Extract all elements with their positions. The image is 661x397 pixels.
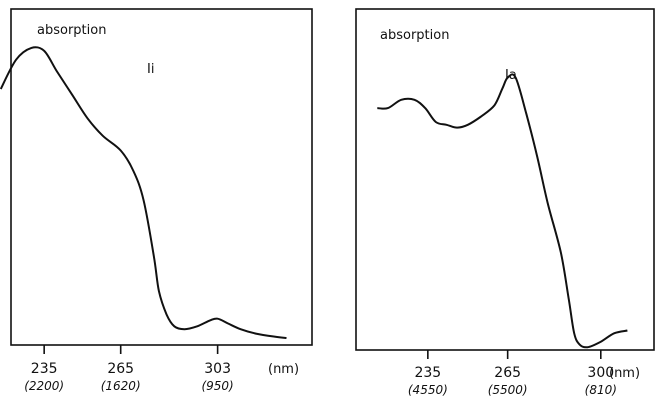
plot-frame-ii xyxy=(10,8,313,346)
x-tick-label-ia-2: 300 xyxy=(587,365,614,381)
x-sublabel-ia-1: (5500) xyxy=(488,383,528,397)
compound-label-ii: Ii xyxy=(147,62,154,77)
x-sublabel-ii-2: (950) xyxy=(201,379,233,393)
x-sublabel-ii-0: (2200) xyxy=(24,379,64,393)
spectrum-line-ia xyxy=(377,73,628,349)
x-tick-label-ii-1: 265 xyxy=(107,361,134,377)
x-axis-ticks-ia: 235 (4550) 265 (5500) 300 (810) xyxy=(408,350,617,397)
x-tick-label-ii-2: 303 xyxy=(204,361,231,377)
x-sublabel-ii-1: (1620) xyxy=(101,379,141,393)
x-sublabel-ia-0: (4550) xyxy=(408,383,448,397)
unit-label-ii: (nm) xyxy=(268,362,299,377)
x-axis-ticks-ii: 235 (2200) 265 (1620) 303 (950) xyxy=(24,345,234,393)
x-sublabel-ia-2: (810) xyxy=(585,383,617,397)
unit-label-ia: (nm) xyxy=(609,366,640,381)
x-tick-label-ia-1: 265 xyxy=(494,365,521,381)
plot-frame-ia xyxy=(355,8,655,351)
spectrum-line-ii xyxy=(0,46,287,339)
panel-ii: absorption Ii 235 (2200) 265 (1620) 303 (950)… xyxy=(0,8,313,393)
ylabel-ii: absorption xyxy=(37,23,106,38)
x-tick-label-ia-0: 235 xyxy=(414,365,441,381)
panel-ia: absorption Ia 235(4550)265(5500)300(810)… xyxy=(355,8,655,397)
ylabel-ia: absorption xyxy=(380,28,449,43)
x-tick-label-ii-0: 235 xyxy=(31,361,58,377)
